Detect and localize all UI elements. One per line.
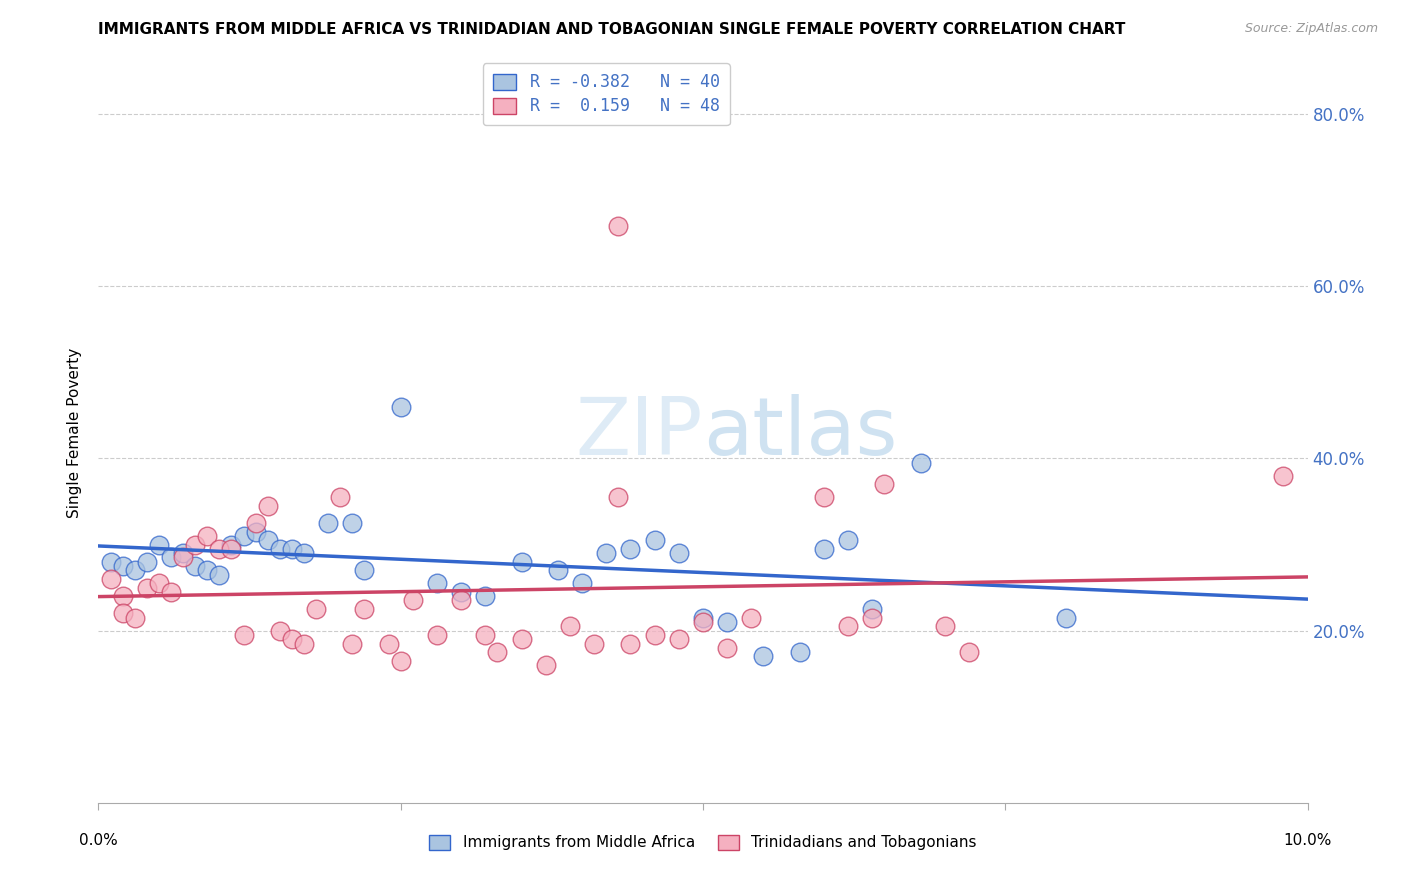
Point — [172, 550, 194, 565]
Point — [245, 524, 267, 539]
Point — [619, 636, 641, 650]
Point — [534, 658, 557, 673]
Point — [281, 632, 304, 647]
Point — [135, 581, 157, 595]
Point — [124, 610, 146, 624]
Point — [100, 555, 122, 569]
Point — [305, 602, 328, 616]
Point — [583, 636, 606, 650]
Point — [789, 645, 811, 659]
Point — [208, 541, 231, 556]
Point — [1272, 468, 1295, 483]
Point — [111, 589, 134, 603]
Point — [474, 628, 496, 642]
Point — [934, 619, 956, 633]
Point — [716, 615, 738, 629]
Point — [644, 628, 666, 642]
Point — [184, 537, 207, 551]
Point — [256, 499, 278, 513]
Point — [668, 632, 690, 647]
Point — [740, 610, 762, 624]
Point — [450, 585, 472, 599]
Point — [135, 555, 157, 569]
Point — [389, 654, 412, 668]
Point — [716, 640, 738, 655]
Point — [571, 576, 593, 591]
Y-axis label: Single Female Poverty: Single Female Poverty — [67, 348, 83, 517]
Point — [232, 529, 254, 543]
Point — [111, 607, 134, 621]
Point — [1054, 610, 1077, 624]
Point — [619, 541, 641, 556]
Point — [474, 589, 496, 603]
Point — [111, 559, 134, 574]
Point — [292, 546, 315, 560]
Text: IMMIGRANTS FROM MIDDLE AFRICA VS TRINIDADIAN AND TOBAGONIAN SINGLE FEMALE POVERT: IMMIGRANTS FROM MIDDLE AFRICA VS TRINIDA… — [98, 22, 1126, 37]
Point — [510, 555, 533, 569]
Text: 10.0%: 10.0% — [1284, 833, 1331, 848]
Point — [221, 537, 243, 551]
Text: atlas: atlas — [703, 393, 897, 472]
Point — [172, 546, 194, 560]
Point — [160, 585, 183, 599]
Point — [195, 529, 218, 543]
Point — [184, 559, 207, 574]
Point — [353, 563, 375, 577]
Point — [644, 533, 666, 548]
Point — [486, 645, 509, 659]
Point — [813, 490, 835, 504]
Point — [558, 619, 581, 633]
Point — [860, 610, 883, 624]
Point — [607, 490, 630, 504]
Point — [668, 546, 690, 560]
Point — [426, 576, 449, 591]
Point — [221, 541, 243, 556]
Point — [547, 563, 569, 577]
Point — [957, 645, 980, 659]
Point — [342, 516, 364, 530]
Point — [910, 456, 932, 470]
Text: 0.0%: 0.0% — [79, 833, 118, 848]
Point — [510, 632, 533, 647]
Point — [292, 636, 315, 650]
Point — [269, 624, 291, 638]
Point — [595, 546, 617, 560]
Point — [148, 576, 170, 591]
Point — [426, 628, 449, 642]
Point — [245, 516, 267, 530]
Point — [837, 619, 859, 633]
Point — [269, 541, 291, 556]
Point — [208, 567, 231, 582]
Point — [148, 537, 170, 551]
Text: Source: ZipAtlas.com: Source: ZipAtlas.com — [1244, 22, 1378, 36]
Point — [389, 400, 412, 414]
Point — [195, 563, 218, 577]
Point — [232, 628, 254, 642]
Point — [873, 477, 896, 491]
Point — [256, 533, 278, 548]
Point — [316, 516, 339, 530]
Point — [124, 563, 146, 577]
Text: ZIP: ZIP — [575, 393, 703, 472]
Point — [160, 550, 183, 565]
Point — [692, 615, 714, 629]
Point — [692, 610, 714, 624]
Point — [100, 572, 122, 586]
Point — [752, 649, 775, 664]
Point — [329, 490, 352, 504]
Point — [813, 541, 835, 556]
Point — [402, 593, 425, 607]
Point — [377, 636, 399, 650]
Point — [837, 533, 859, 548]
Point — [450, 593, 472, 607]
Point — [353, 602, 375, 616]
Point — [342, 636, 364, 650]
Point — [281, 541, 304, 556]
Legend: Immigrants from Middle Africa, Trinidadians and Tobagonians: Immigrants from Middle Africa, Trinidadi… — [422, 827, 984, 858]
Point — [860, 602, 883, 616]
Point — [607, 219, 630, 233]
